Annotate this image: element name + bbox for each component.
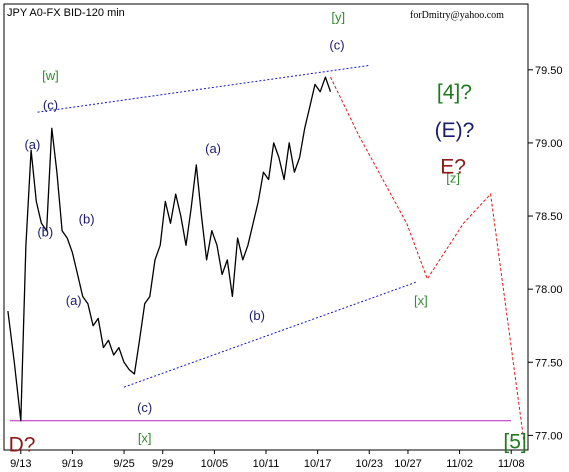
wave-label: [x] [414,293,428,308]
x-tick-label: 10/05 [201,458,229,470]
wave-label: (b) [37,225,53,240]
y-tick-label: 78.00 [535,284,563,296]
wave-label: (a) [66,293,82,308]
x-tick-label: 9/25 [113,458,134,470]
x-tick-label: 11/02 [446,458,473,470]
projection-path [330,76,525,443]
wave-label: (c) [329,37,344,52]
y-tick-label: 77.50 [535,357,563,369]
wave-label: (b) [79,211,95,226]
wave-label: [5] [503,431,526,454]
price-line [7,76,332,422]
x-tick-label: 10/27 [394,458,422,470]
wave-label: [y] [331,10,345,25]
projection-line [330,76,525,443]
trend-lines [10,64,511,422]
wave-label: (a) [24,137,40,152]
x-tick-label: 11/08 [498,458,525,470]
wave-label: (c) [43,97,58,112]
wave-label: [x] [138,431,152,446]
wave-label: [z] [446,170,460,185]
x-tick-label: 9/19 [62,458,83,470]
y-axis: 79.50 79.00 78.50 78.00 77.50 77.00 [528,65,563,442]
wave-labels: [y] (c) [w] (c) (a) (b) (b) (a) (a) (b) (c) [x] [x] [… [9,10,527,457]
lower-trendline [123,281,418,388]
wave-label: (E)? [435,119,475,142]
plot-frame [3,3,529,451]
source-email: forDmitry@yahoo.com [410,10,504,21]
wave-label: [4]? [437,81,472,104]
wave-label: (b) [249,308,265,323]
x-tick-label: 10/11 [253,458,280,470]
x-tick-label: 10/17 [304,458,332,470]
wave-label: E? [440,156,466,179]
wave-label: D? [9,433,36,456]
wave-label: (a) [205,141,221,156]
wave-label: [w] [42,68,59,83]
price-series [7,76,332,422]
wave-label: (c) [137,400,152,415]
upper-trendline [37,64,370,113]
x-tick-label: 9/13 [10,458,31,470]
x-axis: 9/13 9/19 9/25 9/29 10/05 10/11 10/17 10/23 10/2… [10,450,525,470]
chart-title: JPY A0-FX BID-120 min [7,7,125,19]
x-tick-label: 10/23 [355,458,383,470]
y-tick-label: 78.50 [535,211,563,223]
y-tick-label: 79.50 [535,65,563,77]
y-tick-label: 79.00 [535,138,563,150]
x-tick-label: 9/29 [152,458,173,470]
y-tick-label: 77.00 [535,430,563,442]
